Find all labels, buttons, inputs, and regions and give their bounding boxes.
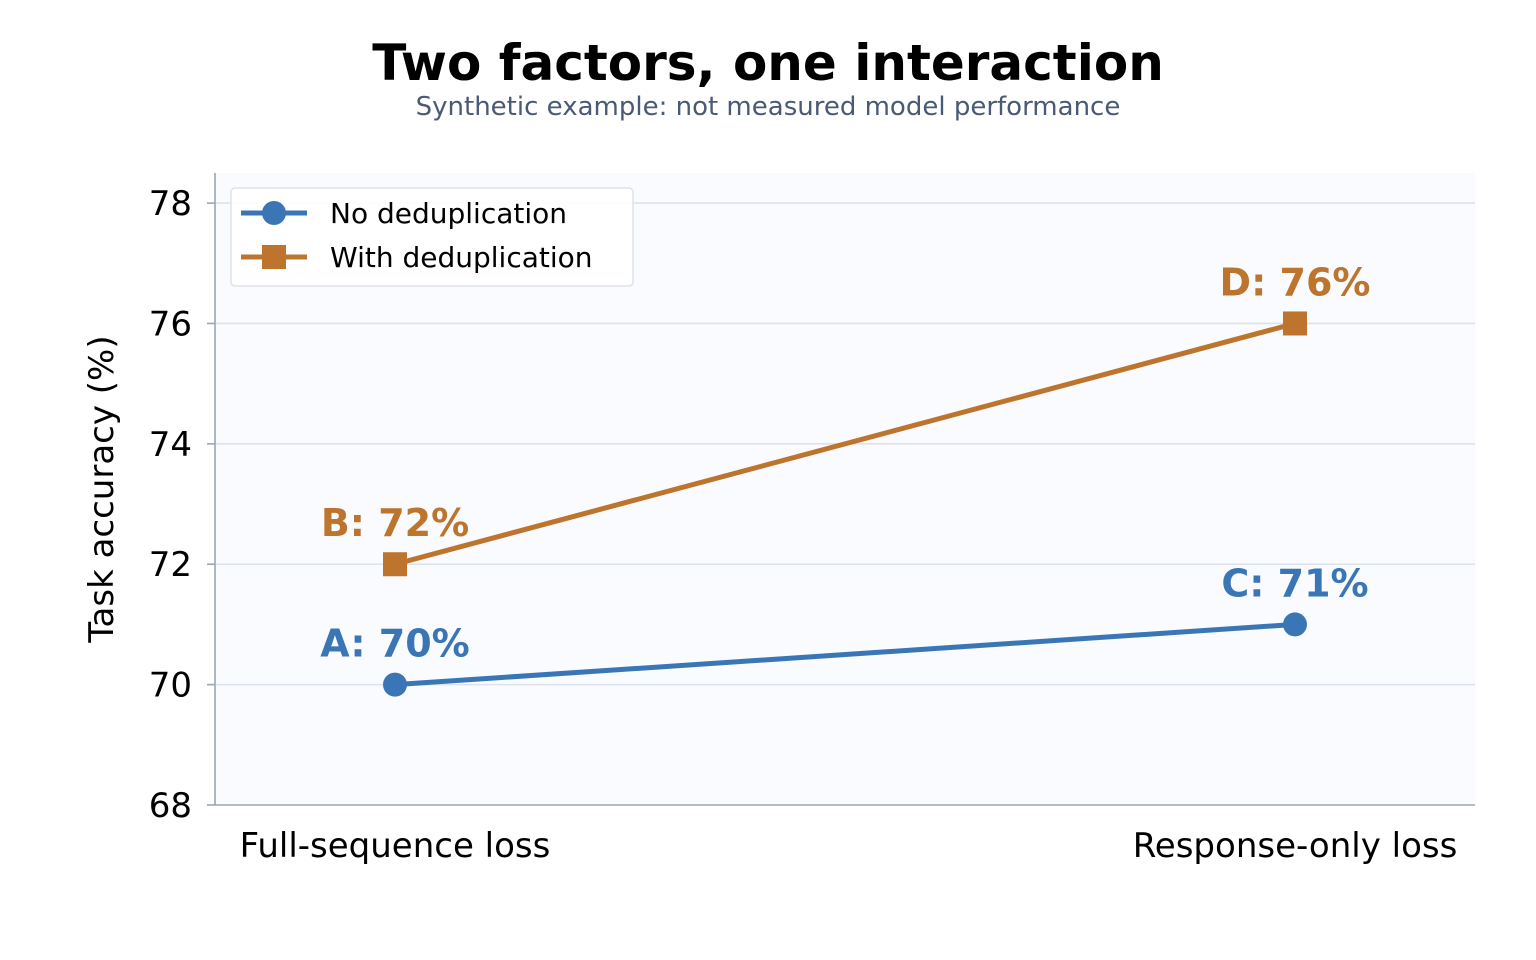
y-tick-labels: 68 70 72 74 76 78 (149, 184, 215, 826)
chart-subtitle: Synthetic example: not measured model pe… (416, 92, 1121, 122)
y-tick-label: 72 (149, 545, 192, 585)
data-point (1283, 311, 1307, 336)
y-axis-label: Task accuracy (%) (82, 335, 122, 643)
y-tick-label: 78 (149, 184, 192, 224)
legend-label: No deduplication (330, 197, 567, 230)
legend-label: With deduplication (330, 241, 593, 274)
legend-entry: With deduplication (241, 241, 593, 274)
x-tick-label: Response-only loss (1133, 826, 1458, 866)
y-tick-label: 74 (149, 425, 192, 465)
legend-marker (262, 245, 286, 269)
legend-entry: No deduplication (241, 197, 567, 230)
data-label: C: 71% (1221, 561, 1368, 605)
series-line (394, 621, 1296, 688)
chart-title: Two factors, one interaction (372, 34, 1164, 92)
legend: No deduplication With deduplication (230, 187, 634, 287)
series-no-dedup: A: 70% C: 71% (320, 561, 1369, 697)
series: A: 70% C: 71% B: 72% D: 76% (320, 260, 1371, 697)
legend-entries: No deduplication With deduplication (241, 197, 593, 274)
data-label: B: 72% (321, 501, 469, 545)
x-tick-labels: Full-sequence loss Response-only loss (240, 826, 1458, 866)
data-point (383, 552, 407, 577)
y-tick-label: 76 (149, 304, 192, 344)
series-with-dedup: B: 72% D: 76% (321, 260, 1371, 577)
data-point (383, 672, 407, 697)
data-point (1283, 612, 1307, 637)
data-label: D: 76% (1220, 260, 1371, 304)
data-label: A: 70% (320, 622, 470, 666)
legend-box (230, 187, 634, 287)
y-tick-label: 68 (149, 786, 192, 826)
y-tick-label: 70 (149, 666, 192, 706)
legend-marker (262, 201, 286, 225)
x-tick-label: Full-sequence loss (240, 826, 551, 866)
series-line (394, 321, 1296, 567)
